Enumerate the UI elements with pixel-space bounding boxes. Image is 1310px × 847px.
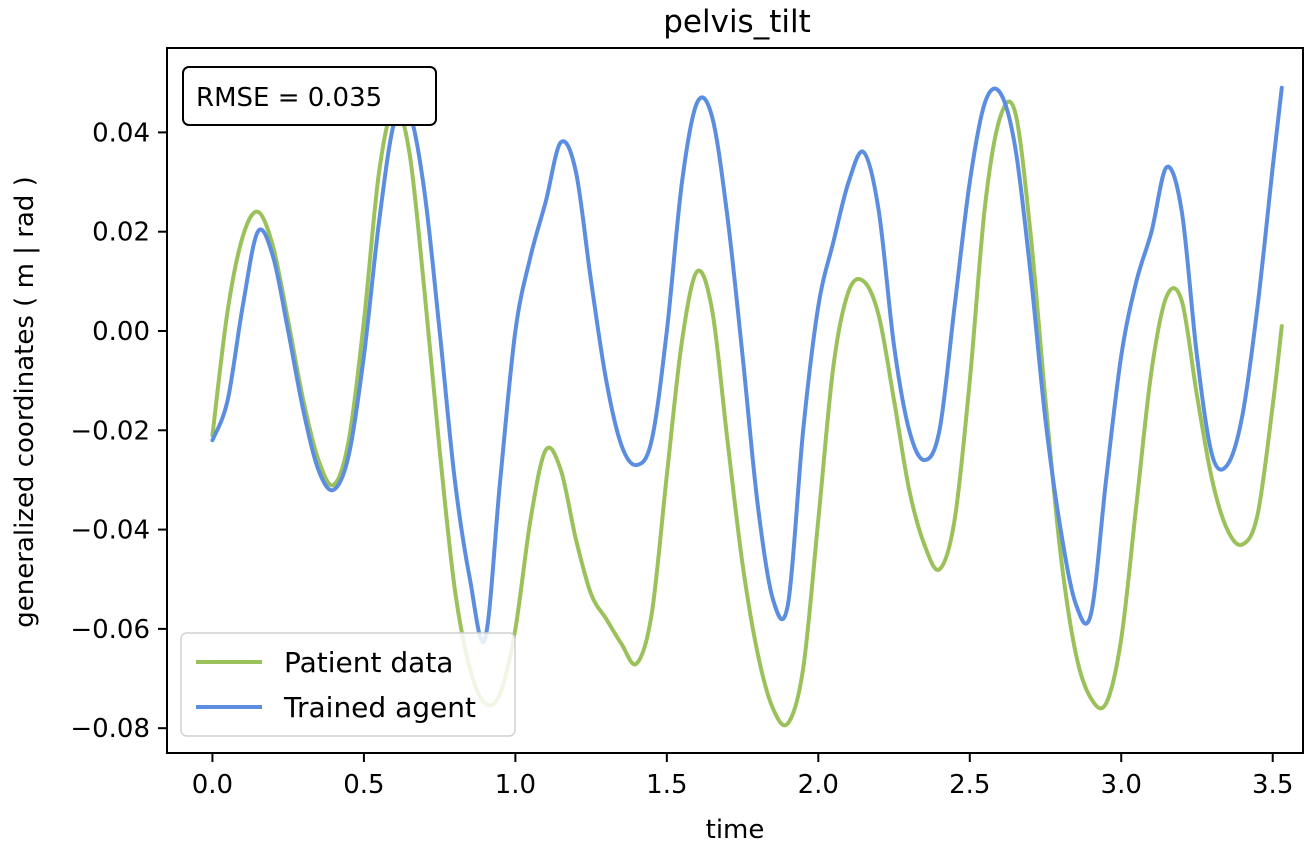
x-tick-label: 3.5 [1252, 770, 1293, 800]
x-axis-title: time [706, 815, 765, 845]
plot-area [166, 47, 1304, 754]
x-tick-label: 2.0 [798, 770, 839, 800]
y-tick-label: 0.02 [92, 218, 150, 248]
y-tick-label: −0.02 [70, 416, 150, 446]
y-tick-label: 0.04 [92, 118, 150, 148]
legend: Patient data Trained agent [180, 632, 516, 737]
series-layer [210, 85, 1284, 728]
legend-label-trained-agent: Trained agent [283, 691, 476, 724]
y-tick-label: −0.04 [70, 516, 150, 546]
rmse-annotation-text: RMSE = 0.035 [196, 83, 382, 113]
x-tick-label: 0.5 [343, 770, 384, 800]
y-tick-label: −0.08 [70, 714, 150, 744]
y-tick-label: −0.06 [70, 615, 150, 645]
legend-label-patient-data: Patient data [284, 646, 453, 679]
x-axis: 0.0 0.5 1.0 1.5 2.0 2.5 3.0 3.5 [192, 753, 1293, 800]
legend-box [180, 632, 516, 737]
x-tick-label: 1.5 [646, 770, 687, 800]
series-line-trained-agent [210, 85, 1284, 644]
y-axis: 0.04 0.02 0.00 −0.02 −0.04 −0.06 −0.08 [70, 118, 167, 744]
x-tick-label: 1.0 [495, 770, 536, 800]
rmse-annotation: RMSE = 0.035 [182, 66, 437, 126]
y-axis-title: generalized coordinates ( m | rad ) [10, 176, 40, 628]
x-tick-label: 0.0 [192, 770, 233, 800]
chart-title: pelvis_tilt [663, 4, 811, 40]
x-tick-label: 3.0 [1101, 770, 1142, 800]
y-tick-label: 0.00 [92, 317, 150, 347]
x-tick-label: 2.5 [949, 770, 990, 800]
